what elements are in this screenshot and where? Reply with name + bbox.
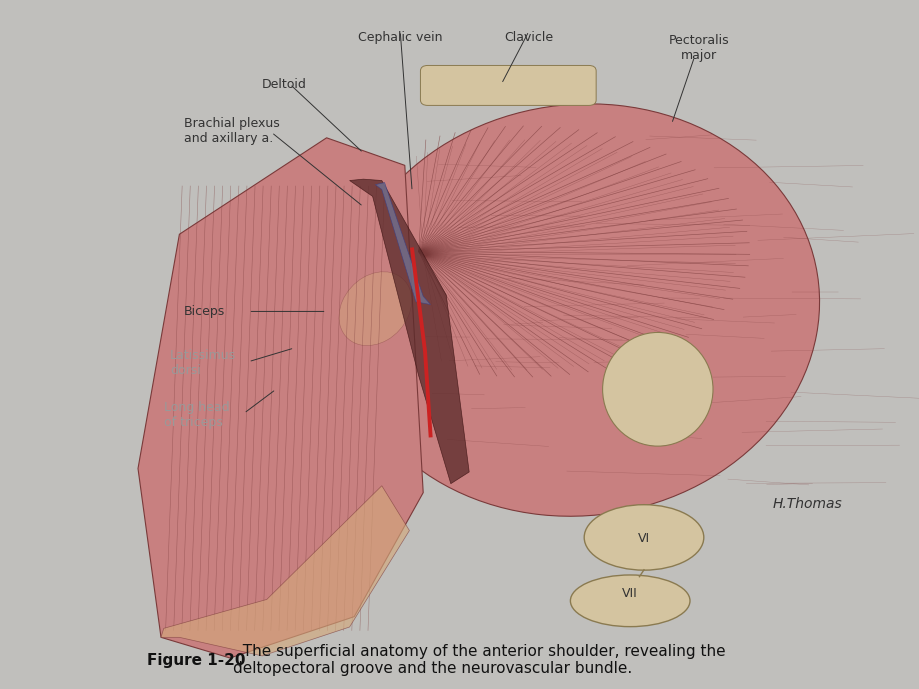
Text: Cephalic vein: Cephalic vein bbox=[357, 32, 442, 44]
Polygon shape bbox=[161, 486, 409, 656]
Text: VI: VI bbox=[637, 533, 650, 545]
Text: Figure 1-20: Figure 1-20 bbox=[147, 652, 245, 668]
Ellipse shape bbox=[584, 504, 703, 570]
Polygon shape bbox=[138, 138, 423, 658]
Text: Deltoid: Deltoid bbox=[262, 78, 307, 90]
Ellipse shape bbox=[570, 575, 689, 627]
Ellipse shape bbox=[602, 333, 712, 446]
Text: H.Thomas: H.Thomas bbox=[772, 497, 842, 511]
FancyBboxPatch shape bbox=[420, 65, 596, 105]
Ellipse shape bbox=[339, 104, 819, 516]
Polygon shape bbox=[375, 183, 430, 305]
Ellipse shape bbox=[338, 271, 412, 346]
Text: Pectoralis
major: Pectoralis major bbox=[668, 34, 729, 62]
Text: Latissimus
dorsi: Latissimus dorsi bbox=[170, 349, 236, 377]
Polygon shape bbox=[349, 179, 469, 484]
Text: Long head
of triceps: Long head of triceps bbox=[164, 401, 229, 429]
Text: Brachial plexus
and axillary a.: Brachial plexus and axillary a. bbox=[184, 117, 279, 145]
Text: VII: VII bbox=[621, 588, 638, 600]
Text: Clavicle: Clavicle bbox=[504, 32, 553, 44]
Text: The superficial anatomy of the anterior shoulder, revealing the
deltopectoral gr: The superficial anatomy of the anterior … bbox=[233, 644, 724, 677]
Text: Biceps: Biceps bbox=[184, 305, 225, 318]
